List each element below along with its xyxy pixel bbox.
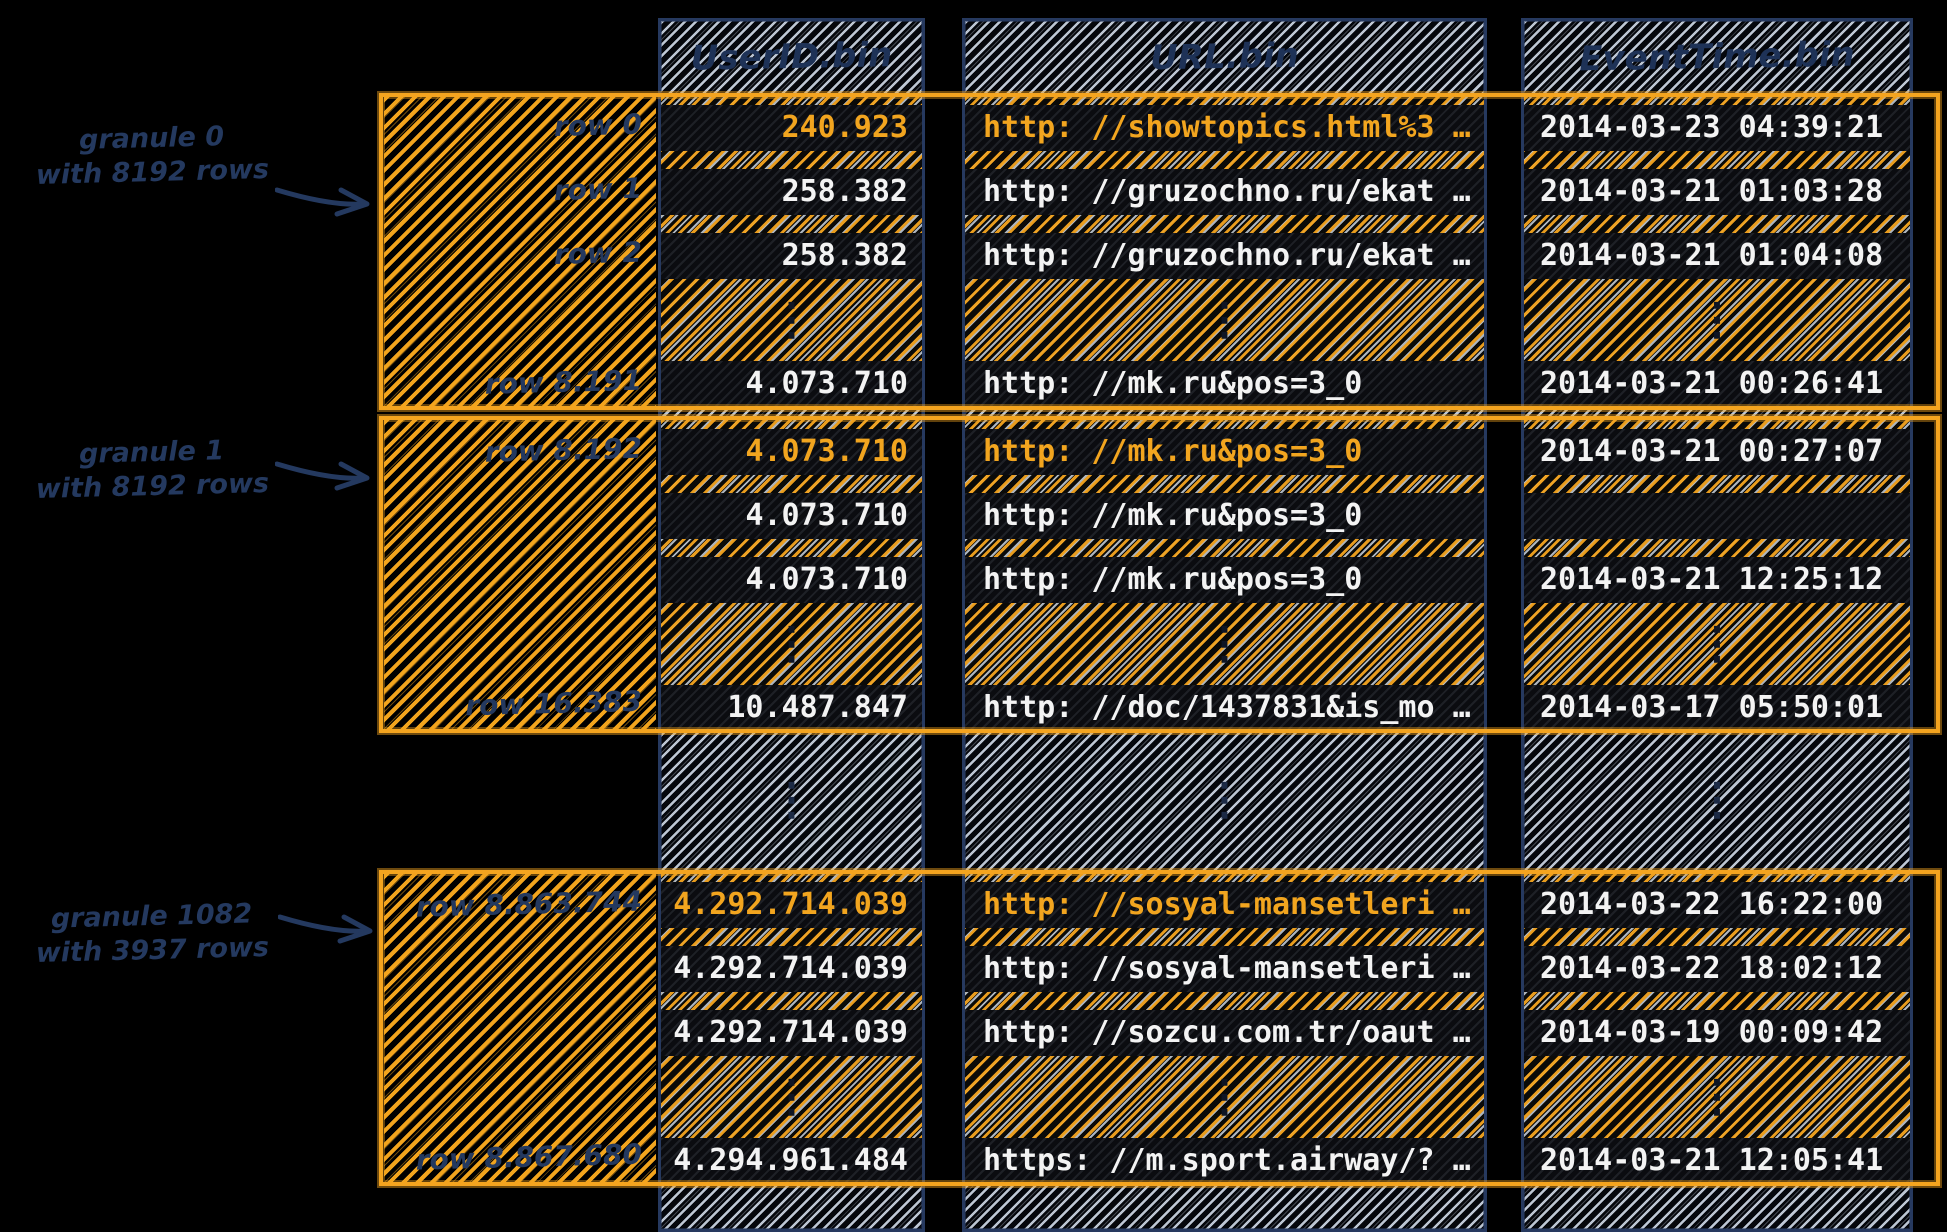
- cell-userid: 4.073.710: [661, 429, 922, 475]
- cell-url: http: //showtopics.html%3 …: [965, 105, 1484, 151]
- ellipsis-dots: ⋮: [1695, 774, 1739, 825]
- ellipsis-dots: ⋮: [1695, 1071, 1739, 1122]
- cell-userid: 258.382: [661, 233, 922, 279]
- annotation-granule-0: granule 0 with 8192 rows: [11, 118, 293, 193]
- granule-1-box: [379, 416, 1940, 733]
- annotation-line: with 8192 rows: [35, 153, 270, 192]
- granule-1082-box: [379, 870, 1940, 1186]
- ellipsis-dots: ⋮: [769, 618, 814, 669]
- cell-url: http: //sosyal-mansetleri …: [965, 882, 1484, 928]
- cell-userid: 4.292.714.039: [661, 1010, 922, 1056]
- column-header-url: URL.bin: [1149, 35, 1300, 79]
- cell-userid: 4.292.714.039: [661, 946, 922, 992]
- annotation-line: with 8192 rows: [35, 467, 270, 506]
- cell-url: http: //gruzochno.ru/ekat …: [965, 169, 1484, 215]
- ellipsis-dots: ⋮: [1202, 618, 1247, 669]
- cell-url: http: //mk.ru&pos=3_0: [965, 493, 1484, 539]
- ellipsis-dots: ⋮: [769, 774, 814, 825]
- row-label: row 8.863.744: [415, 884, 643, 924]
- cell-eventtime: 2014-03-21 01:04:08: [1524, 233, 1910, 279]
- row-label: row 2: [553, 235, 643, 271]
- cell-eventtime: 2014-03-21 12:05:41: [1524, 1138, 1910, 1184]
- cell-userid: 258.382: [661, 169, 922, 215]
- cell-userid: 240.923: [661, 105, 922, 151]
- cell-eventtime: 2014-03-22 16:22:00: [1524, 882, 1910, 928]
- ellipsis-dots: ⋮: [1202, 294, 1247, 345]
- column-header-userid: UserID.bin: [690, 35, 893, 79]
- row-label: row 1: [553, 171, 643, 207]
- cell-eventtime: 2014-03-23 04:39:21: [1524, 105, 1910, 151]
- ellipsis-dots: ⋮: [1695, 294, 1739, 345]
- cell-url: http: //mk.ru&pos=3_0: [965, 361, 1484, 407]
- granule-1082-left-hatch: [384, 874, 656, 1182]
- cell-eventtime: 2014-03-21 00:27:07: [1524, 429, 1910, 475]
- cell-eventtime: 2014-03-21 12:25:12: [1524, 557, 1910, 603]
- column-header-eventtime: EventTime.bin: [1578, 34, 1855, 80]
- annotation-line: with 3937 rows: [35, 931, 270, 970]
- granule-1-left-hatch: [384, 420, 656, 729]
- cell-url: http: //gruzochno.ru/ekat …: [965, 233, 1484, 279]
- cell-eventtime: 2014-03-21 01:03:28: [1524, 169, 1910, 215]
- cell-url: http: //sosyal-mansetleri …: [965, 946, 1484, 992]
- row-label: row 0: [553, 107, 643, 143]
- cell-eventtime: [1524, 493, 1910, 539]
- annotation-granule-1: granule 1 with 8192 rows: [11, 432, 293, 507]
- cell-userid: 4.073.710: [661, 361, 922, 407]
- annotation-granule-1082: granule 1082 with 3937 rows: [11, 896, 293, 971]
- cell-url: http: //doc/1437831&is_mo …: [965, 685, 1484, 731]
- ellipsis-dots: ⋮: [769, 294, 814, 345]
- arrow-icon: [275, 461, 370, 491]
- cell-eventtime: 2014-03-21 00:26:41: [1524, 361, 1910, 407]
- cell-userid: 4.073.710: [661, 557, 922, 603]
- cell-url: https: //m.sport.airway/? …: [965, 1138, 1484, 1184]
- cell-eventtime: 2014-03-19 00:09:42: [1524, 1010, 1910, 1056]
- row-label: row 8.191: [484, 363, 643, 401]
- cell-url: http: //sozcu.com.tr/oaut …: [965, 1010, 1484, 1056]
- cell-eventtime: 2014-03-17 05:50:01: [1524, 685, 1910, 731]
- arrow-icon: [278, 914, 373, 944]
- cell-url: http: //mk.ru&pos=3_0: [965, 429, 1484, 475]
- ellipsis-dots: ⋮: [769, 1071, 814, 1122]
- cell-userid: 4.294.961.484: [661, 1138, 922, 1184]
- ellipsis-dots: ⋮: [1695, 618, 1739, 669]
- row-label: row 8.867.680: [415, 1137, 643, 1177]
- ellipsis-dots: ⋮: [1202, 1071, 1247, 1122]
- cell-url: http: //mk.ru&pos=3_0: [965, 557, 1484, 603]
- arrow-icon: [275, 187, 370, 217]
- ellipsis-dots: ⋮: [1202, 774, 1247, 825]
- cell-eventtime: 2014-03-22 18:02:12: [1524, 946, 1910, 992]
- granule-0-box: [379, 93, 1940, 410]
- row-label: row 16.383: [464, 684, 643, 723]
- row-label: row 8.192: [484, 431, 643, 469]
- cell-userid: 4.292.714.039: [661, 882, 922, 928]
- cell-userid: 10.487.847: [661, 685, 922, 731]
- granule-0-left-hatch: [384, 97, 656, 406]
- cell-userid: 4.073.710: [661, 493, 922, 539]
